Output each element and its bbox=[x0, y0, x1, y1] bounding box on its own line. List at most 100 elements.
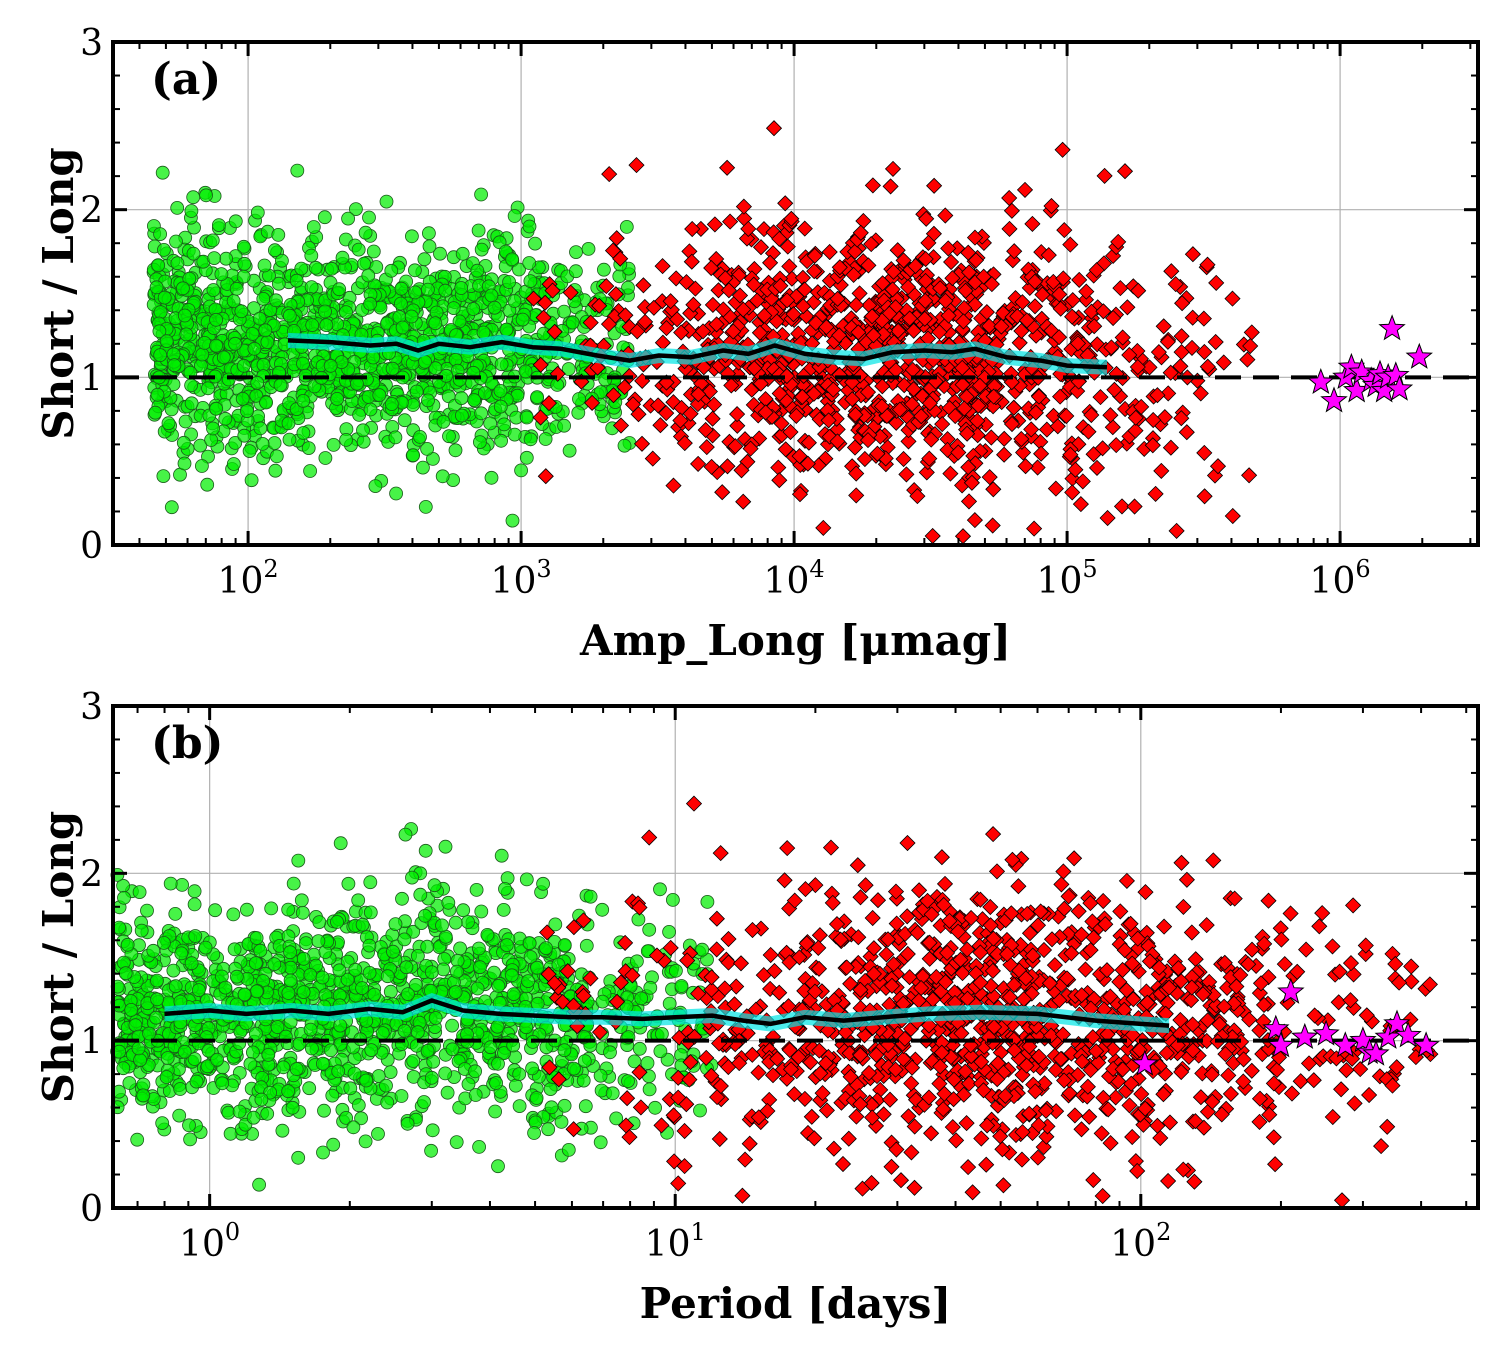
green-circle-point bbox=[269, 449, 284, 464]
green-circle-point bbox=[245, 326, 260, 341]
green-circle-point bbox=[156, 936, 171, 950]
green-circle-point bbox=[291, 1150, 306, 1165]
green-circle-point bbox=[557, 1043, 572, 1058]
red-diamond-point bbox=[654, 334, 671, 351]
green-circle-point bbox=[359, 1073, 374, 1088]
green-circle-point bbox=[282, 308, 297, 323]
red-diamond-point bbox=[1096, 167, 1113, 184]
green-circle-point bbox=[267, 436, 282, 450]
green-circle-point bbox=[507, 209, 522, 223]
green-circle-point bbox=[554, 1115, 569, 1129]
green-circle-point bbox=[289, 1062, 304, 1076]
green-circle-point bbox=[209, 338, 224, 353]
green-circle-point bbox=[335, 250, 350, 265]
green-circle-point bbox=[355, 917, 370, 932]
red-diamond-point bbox=[996, 430, 1013, 447]
red-diamond-point bbox=[958, 1115, 975, 1132]
panel-a-xtick-label: 102 bbox=[218, 555, 279, 602]
green-circle-point bbox=[499, 938, 514, 952]
red-diamond-point bbox=[1102, 407, 1119, 424]
green-circle-point bbox=[367, 987, 382, 1002]
green-circle-point bbox=[156, 469, 171, 484]
green-circle-point bbox=[206, 283, 221, 297]
green-circle-point bbox=[579, 938, 594, 953]
green-circle-point bbox=[250, 205, 265, 220]
green-circle-point bbox=[232, 1104, 247, 1119]
green-circle-point bbox=[355, 981, 370, 995]
green-circle-point bbox=[357, 256, 372, 271]
red-diamond-point bbox=[1196, 488, 1213, 505]
green-circle-point bbox=[593, 1135, 608, 1150]
green-circle-point bbox=[299, 936, 313, 950]
green-circle-point bbox=[406, 1054, 421, 1068]
green-circle-point bbox=[325, 1088, 340, 1103]
green-circle-point bbox=[388, 430, 403, 445]
red-diamond-point bbox=[923, 1125, 940, 1142]
red-diamond-point bbox=[1311, 918, 1328, 935]
red-diamond-point bbox=[1195, 310, 1212, 327]
red-diamond-point bbox=[1178, 424, 1195, 441]
green-circle-point bbox=[397, 932, 412, 947]
green-circle-point bbox=[433, 246, 447, 261]
green-circle-point bbox=[186, 246, 201, 261]
red-diamond-point bbox=[1104, 419, 1121, 436]
red-diamond-point bbox=[734, 1187, 751, 1204]
green-circle-point bbox=[303, 1022, 318, 1037]
green-circle-point bbox=[341, 211, 356, 226]
green-circle-point bbox=[122, 1076, 137, 1090]
green-circle-point bbox=[484, 288, 499, 303]
green-circle-point bbox=[569, 264, 583, 279]
green-circle-point bbox=[243, 1057, 258, 1071]
green-circle-point bbox=[404, 229, 419, 244]
green-circle-point bbox=[420, 441, 435, 456]
green-circle-point bbox=[523, 432, 538, 447]
red-diamond-point bbox=[1072, 496, 1089, 513]
green-circle-point bbox=[281, 986, 296, 1000]
green-circle-point bbox=[642, 922, 657, 937]
green-circle-point bbox=[512, 262, 526, 277]
green-circle-point bbox=[420, 1044, 435, 1058]
red-diamond-point bbox=[985, 481, 1002, 498]
panel-a-label: (a) bbox=[151, 54, 221, 105]
green-circle-point bbox=[148, 405, 163, 420]
green-circle-point bbox=[177, 1044, 192, 1059]
red-diamond-point bbox=[1003, 202, 1020, 219]
green-circle-point bbox=[438, 283, 453, 298]
green-circle-point bbox=[256, 291, 271, 306]
green-circle-point bbox=[422, 239, 437, 254]
green-circle-point bbox=[569, 245, 583, 260]
green-circle-point bbox=[441, 895, 456, 910]
green-circle-point bbox=[195, 347, 210, 362]
green-circle-point bbox=[332, 282, 347, 297]
red-diamond-point bbox=[752, 239, 770, 256]
red-diamond-point bbox=[933, 849, 950, 866]
green-circle-point bbox=[421, 393, 435, 408]
green-circle-point bbox=[363, 875, 378, 890]
green-circle-point bbox=[598, 372, 613, 387]
green-circle-point bbox=[281, 902, 296, 917]
green-circle-point bbox=[281, 416, 296, 431]
green-circle-point bbox=[448, 915, 463, 930]
magenta-star-point bbox=[1307, 367, 1335, 395]
red-diamond-point bbox=[771, 472, 788, 489]
green-circle-point bbox=[567, 1061, 581, 1076]
green-circle-point bbox=[211, 218, 226, 233]
green-circle-point bbox=[343, 1081, 358, 1096]
green-circle-point bbox=[326, 437, 341, 452]
red-diamond-point bbox=[1403, 973, 1420, 990]
red-diamond-point bbox=[898, 466, 915, 483]
green-circle-point bbox=[216, 350, 231, 365]
green-circle-point bbox=[177, 308, 192, 323]
green-circle-point bbox=[130, 1132, 145, 1147]
green-circle-point bbox=[557, 304, 571, 319]
red-diamond-point bbox=[973, 1130, 990, 1147]
red-diamond-point bbox=[869, 892, 887, 909]
green-circle-point bbox=[358, 225, 373, 240]
green-circle-point bbox=[274, 253, 289, 268]
green-circle-point bbox=[397, 413, 412, 428]
green-circle-point bbox=[693, 1103, 707, 1118]
green-circle-point bbox=[576, 1073, 591, 1088]
green-circle-point bbox=[471, 941, 486, 956]
green-circle-point bbox=[557, 1098, 572, 1113]
green-circle-point bbox=[521, 974, 535, 988]
